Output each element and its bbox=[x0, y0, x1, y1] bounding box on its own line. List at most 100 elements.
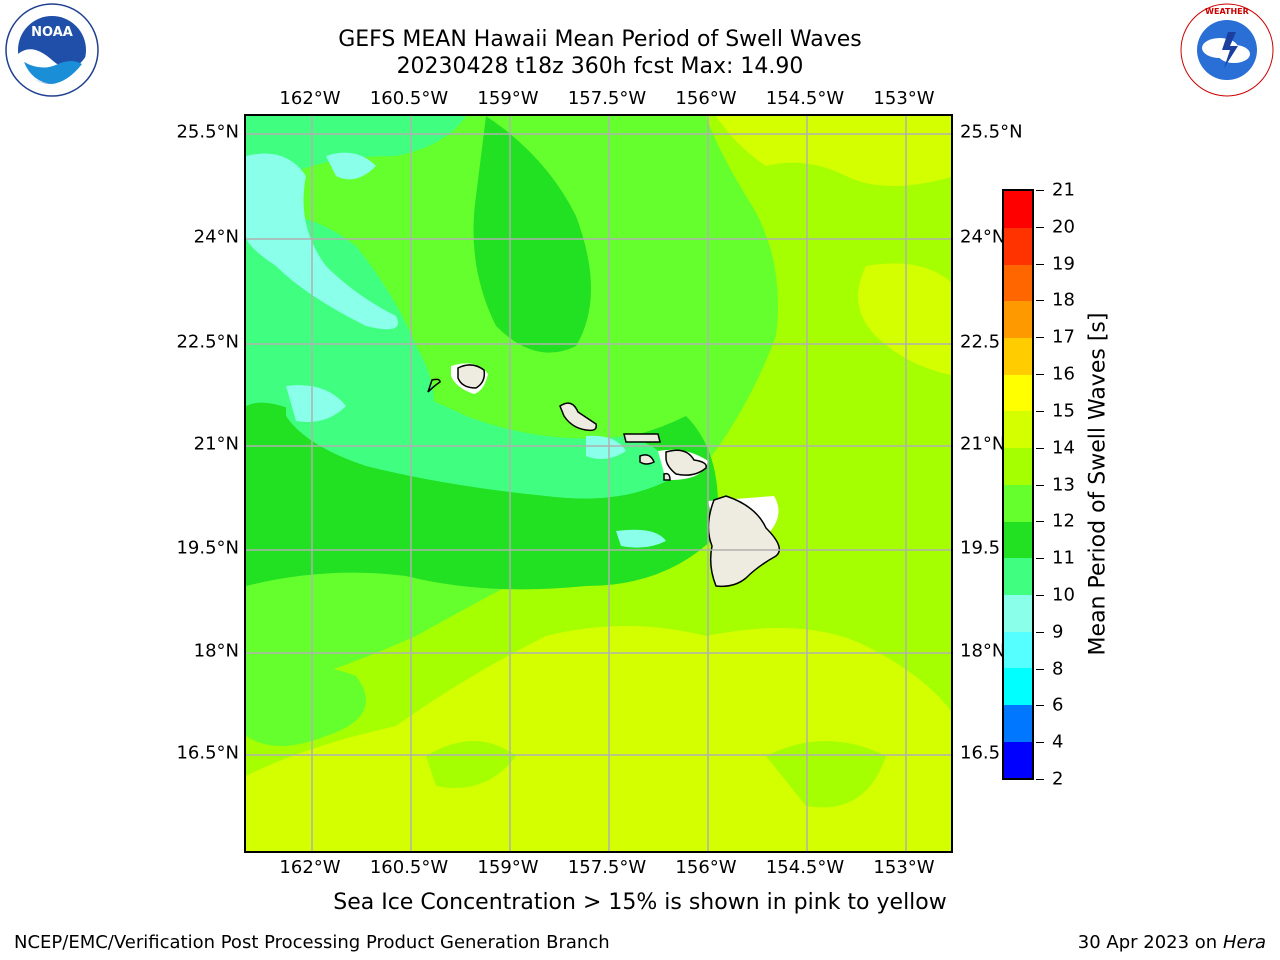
lon-label-top: 153°W bbox=[873, 88, 935, 109]
lon-label-top: 160.5°W bbox=[369, 88, 449, 109]
colorbar-title: Mean Period of Swell Waves [s] bbox=[1085, 312, 1111, 656]
lon-label-bottom: 157.5°W bbox=[567, 857, 647, 878]
colorbar-tick bbox=[1036, 190, 1044, 191]
field-10-11 bbox=[286, 366, 676, 499]
field-10-11 bbox=[473, 116, 591, 353]
lat-label-right: 16.5 bbox=[960, 742, 1001, 764]
colorbar-tick bbox=[1036, 705, 1044, 706]
colorbar-segment bbox=[1004, 631, 1032, 669]
field-13-14 bbox=[858, 263, 951, 376]
colorbar-tick bbox=[1036, 337, 1044, 338]
field-9-10 bbox=[326, 152, 376, 180]
oahu-island bbox=[559, 402, 598, 432]
colorbar-segment bbox=[1004, 667, 1032, 705]
colorbar-tick bbox=[1036, 742, 1044, 743]
svg-text:WEATHER: WEATHER bbox=[1205, 7, 1249, 16]
lat-label-right: 21°N bbox=[960, 433, 1006, 455]
colorbar-tick-label: 16 bbox=[1052, 363, 1075, 385]
colorbar-segment bbox=[1004, 301, 1032, 339]
colorbar-tick-label: 4 bbox=[1052, 731, 1064, 753]
colorbar-tick-label: 21 bbox=[1052, 179, 1075, 201]
colorbar-tick bbox=[1036, 374, 1044, 375]
colorbar-segment bbox=[1004, 191, 1032, 228]
swell-period-map bbox=[246, 116, 951, 851]
colorbar-segment bbox=[1004, 374, 1032, 412]
colorbar-tick bbox=[1036, 448, 1044, 449]
colorbar-segment bbox=[1004, 741, 1032, 778]
map-panel bbox=[244, 114, 953, 853]
colorbar-tick bbox=[1036, 411, 1044, 412]
lat-label-left: 22.5°N bbox=[176, 331, 239, 353]
lon-label-bottom: 154.5°W bbox=[765, 857, 845, 878]
lat-label-left: 19.5°N bbox=[176, 537, 239, 559]
colorbar-segment bbox=[1004, 337, 1032, 375]
lon-label-top: 156°W bbox=[675, 88, 737, 109]
field-12-13 bbox=[766, 741, 886, 808]
niihau-island bbox=[427, 378, 441, 393]
lat-label-left: 25.5°N bbox=[176, 121, 239, 143]
kahoolawe-island bbox=[663, 472, 671, 481]
colorbar-tick bbox=[1036, 521, 1044, 522]
big-island bbox=[707, 495, 781, 588]
colorbar-tick-label: 6 bbox=[1052, 694, 1064, 716]
colorbar-tick-label: 19 bbox=[1052, 253, 1075, 275]
lon-label-bottom: 153°W bbox=[873, 857, 935, 878]
footer-credit: NCEP/EMC/Verification Post Processing Pr… bbox=[14, 932, 610, 953]
colorbar-tick-label: 13 bbox=[1052, 474, 1075, 496]
maui-island bbox=[665, 449, 707, 476]
colorbar-tick-label: 20 bbox=[1052, 216, 1075, 238]
lon-label-bottom: 162°W bbox=[279, 857, 341, 878]
colorbar-tick-label: 15 bbox=[1052, 400, 1075, 422]
colorbar-segment bbox=[1004, 557, 1032, 595]
colorbar-tick bbox=[1036, 632, 1044, 633]
colorbar-segment bbox=[1004, 447, 1032, 485]
colorbar-tick-label: 11 bbox=[1052, 547, 1075, 569]
sea-ice-note: Sea Ice Concentration > 15% is shown in … bbox=[333, 890, 947, 915]
lon-label-top: 154.5°W bbox=[765, 88, 845, 109]
chart-subtitle: 20230428 t18z 360h fcst Max: 14.90 bbox=[396, 54, 804, 79]
kauai-island bbox=[457, 364, 486, 389]
colorbar-tick bbox=[1036, 227, 1044, 228]
lat-label-left: 16.5°N bbox=[176, 742, 239, 764]
colorbar-tick bbox=[1036, 264, 1044, 265]
noaa-logo: NOAA bbox=[5, 3, 99, 97]
nws-logo: WEATHER bbox=[1180, 3, 1274, 97]
colorbar-tick bbox=[1036, 779, 1044, 780]
graticule bbox=[246, 116, 951, 851]
colorbar-tick-label: 14 bbox=[1052, 437, 1075, 459]
colorbar-tick-label: 2 bbox=[1052, 768, 1064, 790]
colorbar-segment bbox=[1004, 521, 1032, 559]
colorbar-tick bbox=[1036, 558, 1044, 559]
colorbar-tick-label: 12 bbox=[1052, 510, 1075, 532]
footer-date-text: 30 Apr 2023 on bbox=[1077, 932, 1223, 953]
lon-label-top: 159°W bbox=[477, 88, 539, 109]
chart-title: GEFS MEAN Hawaii Mean Period of Swell Wa… bbox=[338, 27, 862, 52]
colorbar-tick-label: 10 bbox=[1052, 584, 1075, 606]
field-9-10 bbox=[286, 385, 346, 422]
lon-label-bottom: 156°W bbox=[675, 857, 737, 878]
lat-label-left: 24°N bbox=[193, 226, 239, 248]
svg-text:NOAA: NOAA bbox=[31, 25, 73, 40]
colorbar-segment bbox=[1004, 411, 1032, 449]
colorbar bbox=[1002, 189, 1034, 780]
lat-label-right: 22.5 bbox=[960, 331, 1001, 353]
colorbar-tick-label: 18 bbox=[1052, 289, 1075, 311]
colorbar-tick bbox=[1036, 485, 1044, 486]
field-9-10 bbox=[586, 435, 626, 460]
lon-label-top: 157.5°W bbox=[567, 88, 647, 109]
lanai-island bbox=[639, 454, 655, 465]
colorbar-tick-label: 17 bbox=[1052, 326, 1075, 348]
lat-label-left: 21°N bbox=[193, 433, 239, 455]
lat-label-right: 18°N bbox=[960, 640, 1006, 662]
lon-label-top: 162°W bbox=[279, 88, 341, 109]
colorbar-segment bbox=[1004, 704, 1032, 742]
colorbar-segment bbox=[1004, 484, 1032, 522]
lat-label-right: 24°N bbox=[960, 226, 1006, 248]
lat-label-right: 25.5°N bbox=[960, 121, 1023, 143]
lon-label-bottom: 159°W bbox=[477, 857, 539, 878]
colorbar-tick-label: 9 bbox=[1052, 621, 1064, 643]
colorbar-tick bbox=[1036, 595, 1044, 596]
colorbar-tick bbox=[1036, 300, 1044, 301]
lon-label-bottom: 160.5°W bbox=[369, 857, 449, 878]
lat-label-left: 18°N bbox=[193, 640, 239, 662]
